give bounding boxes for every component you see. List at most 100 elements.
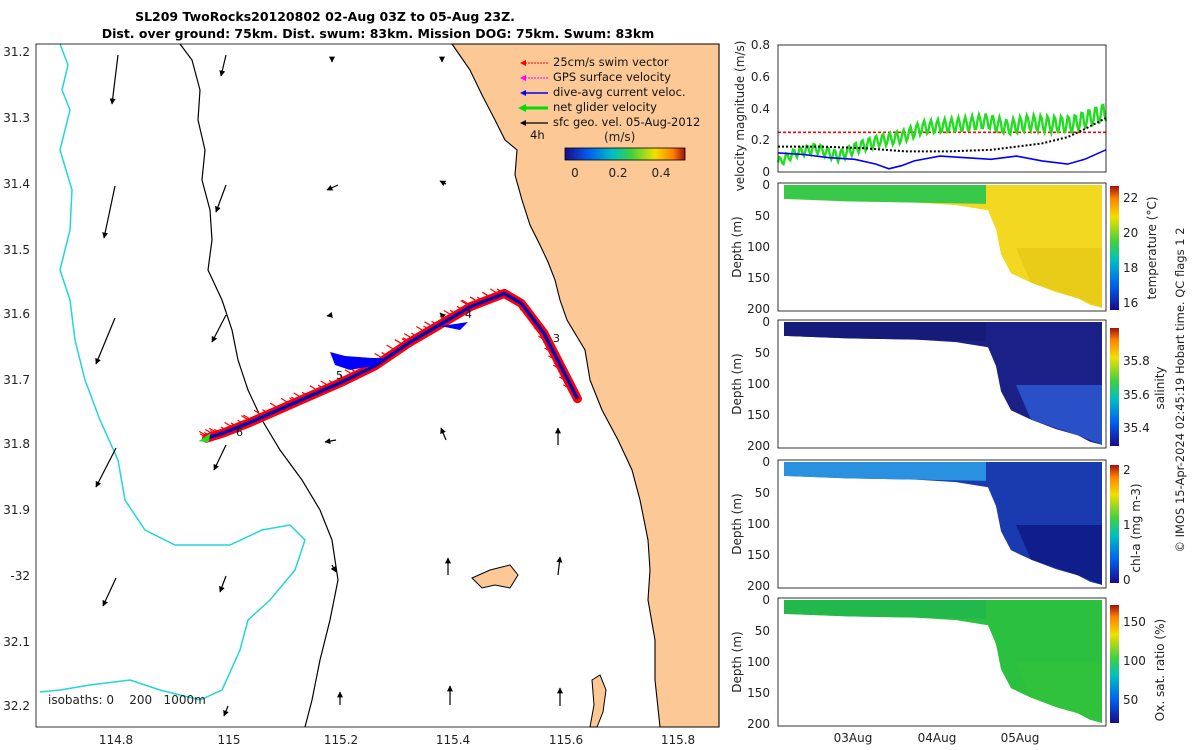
map-x-ticks: 114.8 115 115.2 115.4 115.6 115.8 [99, 733, 695, 747]
geo-velocity-arrows [95, 54, 563, 717]
section-data-surface [784, 462, 986, 481]
colorbar-chlorophyll: 2 1 0 chl-a (mg m-3) [1110, 463, 1143, 587]
cbar-tick: 50 [1123, 693, 1138, 707]
time-tick-05Aug: 05Aug [1001, 731, 1040, 745]
section-panel-salinity-section: 0 50 100 150 200 Depth (m) [730, 315, 1107, 453]
track-label-4: 4 [465, 308, 472, 321]
section-data-deep [784, 185, 1102, 308]
time-axis: 03Aug 04Aug 05Aug [834, 731, 1040, 745]
map-x-tick: 115.4 [436, 733, 470, 747]
cbar-label-oxygen: Ox. sat. ratio (%) [1153, 619, 1167, 721]
depth-tick: 0 [762, 315, 770, 329]
section-frame [777, 597, 1107, 727]
vel-y-tick: 0 [762, 165, 770, 179]
depth-tick: 200 [747, 579, 770, 593]
section-frame [777, 319, 1107, 449]
section-data-surface [784, 185, 986, 204]
section-data-deep [784, 462, 1102, 585]
depth-tick: 150 [747, 408, 770, 422]
colorbar-oxygen: 150 100 50 Ox. sat. ratio (%) [1110, 605, 1167, 723]
colorbar-tick-0: 0 [571, 166, 579, 180]
current-swirl [440, 322, 468, 330]
map-y-tick: 31.3 [3, 111, 30, 125]
section-frame [777, 182, 1107, 312]
depth-tick: 150 [747, 548, 770, 562]
cbar-tick: 150 [1123, 615, 1146, 629]
map-y-tick: 31.5 [3, 243, 30, 257]
map-y-tick: 31.4 [3, 177, 30, 191]
track-label-5: 5 [336, 369, 343, 382]
depth-tick: 0 [762, 593, 770, 607]
depth-tick: 100 [747, 655, 770, 669]
map-y-tick: 31.6 [3, 307, 30, 321]
net-track-line [206, 292, 578, 439]
vel-y-tick: 0.8 [751, 38, 770, 52]
velocity-panel: 0.8 0.6 0.4 0.2 0 velocity magnitude (m/… [733, 38, 1108, 192]
section-data-bottom [1016, 525, 1102, 585]
map-y-tick: 31.2 [3, 45, 30, 59]
legend-geo-velocity: sfc geo. vel. 05-Aug-2012 [553, 115, 700, 129]
cbar-tick: 18 [1123, 261, 1138, 275]
depth-tick: 100 [747, 517, 770, 531]
section-data-deep [784, 600, 1102, 723]
section-panel-temperature-section: 0 50 100 150 200 Depth (m) [730, 178, 1107, 316]
legend-net-glider: net glider velocity [553, 100, 657, 114]
land [450, 43, 720, 728]
colorbar-salinity: 35.8 35.6 35.4 salinity [1110, 328, 1167, 446]
section-data-surface [784, 322, 986, 341]
map-colorbar [564, 147, 686, 161]
depth-tick: 200 [747, 717, 770, 731]
isobaths-label: isobaths: 0 200 1000m [48, 693, 206, 707]
series-mean-speed [778, 117, 1107, 153]
map-x-tick: 115 [218, 733, 241, 747]
colorbar-unit-label: (m/s) [604, 130, 635, 144]
isobath-200m [179, 43, 339, 728]
depth-axis-label: Depth (m) [730, 353, 744, 414]
cbar-label-temperature: temperature (°C) [1145, 197, 1159, 300]
vel-y-tick: 0.4 [751, 102, 770, 116]
map-x-tick: 115.8 [661, 733, 695, 747]
section-frame [777, 459, 1107, 589]
cbar-tick: 2 [1123, 463, 1131, 477]
time-tick-04Aug: 04Aug [918, 731, 957, 745]
vel-y-label: velocity magnitude (m/s) [733, 41, 747, 192]
map-x-tick: 115.6 [549, 733, 583, 747]
cbar-tick: 100 [1123, 654, 1146, 668]
vel-y-tick: 0.6 [751, 70, 770, 84]
depth-tick: 100 [747, 377, 770, 391]
cbar-tick: 1 [1123, 518, 1131, 532]
legend-dive-avg: dive-avg current veloc. [553, 85, 686, 99]
net-glider-velocity-arrow [198, 433, 211, 443]
map-y-tick: 31.8 [3, 437, 30, 451]
cbar-tick: 22 [1123, 191, 1138, 205]
isobath-1000m [39, 43, 306, 701]
cbar-tick: 0 [1123, 573, 1131, 587]
map-legend: 25cm/s swim vector GPS surface velocity … [518, 55, 700, 180]
section-data-surface [784, 600, 986, 619]
cbar-tick: 35.4 [1123, 421, 1150, 435]
copyright-note: © IMOS 15-Apr-2024 02:45:19 Hobart time.… [1173, 227, 1187, 552]
track-label-6: 6 [236, 426, 243, 439]
current-swirl [330, 352, 385, 370]
map-y-ticks: 31.2 31.3 31.4 31.5 31.6 31.7 31.8 31.9 … [3, 45, 30, 713]
map-y-tick: 32.2 [3, 699, 30, 713]
island [589, 674, 607, 728]
depth-tick: 50 [755, 486, 770, 500]
depth-axis-label: Depth (m) [730, 216, 744, 277]
map-y-tick: 31.9 [3, 503, 30, 517]
colorbar-tick-0.4: 0.4 [651, 166, 670, 180]
section-data-bottom [1016, 663, 1102, 723]
depth-tick: 200 [747, 439, 770, 453]
map-x-tick: 114.8 [99, 733, 133, 747]
depth-tick: 0 [762, 455, 770, 469]
map-x-tick: 115.2 [324, 733, 358, 747]
track-label-3: 3 [553, 332, 560, 345]
depth-axis-label: Depth (m) [730, 493, 744, 554]
section-panel-oxygen-section: 0 50 100 150 200 Depth (m) [730, 593, 1107, 731]
map-y-tick: 32.1 [3, 635, 30, 649]
colorbar-tick-0.2: 0.2 [608, 166, 627, 180]
time-tick-03Aug: 03Aug [834, 731, 873, 745]
depth-tick: 150 [747, 686, 770, 700]
cbar-label-chlorophyll: chl-a (mg m-3) [1129, 483, 1143, 572]
